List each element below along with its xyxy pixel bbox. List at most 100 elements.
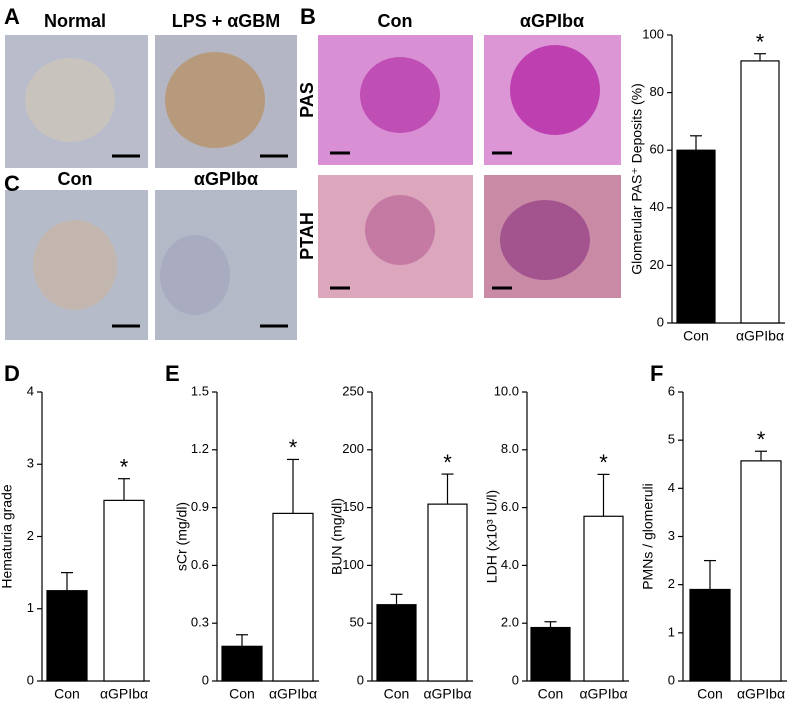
glomerulus — [510, 45, 600, 135]
micrographs — [5, 35, 621, 340]
y-axis-label: Glomerular PAS⁺ Deposits (%) — [629, 83, 645, 275]
x-tick-label: αGPIbα — [423, 686, 471, 702]
image-title: Con — [378, 11, 413, 31]
y-tick-label: 6.0 — [501, 499, 519, 514]
y-tick-label: 4 — [27, 383, 34, 398]
y-axis-label: PMNs / glomeruli — [640, 483, 656, 590]
bar-chart: 0 1 2 3 4 5 6 PMNs / glomeruli Con αGPIbα * — [640, 383, 787, 702]
significance-marker: * — [289, 435, 298, 460]
y-axis-label: LDH (x10³ IU/l) — [484, 490, 500, 583]
y-tick-label: 1.2 — [191, 441, 209, 456]
y-tick-label: 60 — [650, 142, 664, 157]
image-title: Normal — [44, 11, 106, 31]
y-tick-label: 1 — [668, 624, 675, 639]
panel-label: B — [300, 4, 316, 29]
image-title: αGPIbα — [194, 169, 258, 189]
y-tick-label: 0 — [202, 672, 209, 687]
bar-chart: 0 20 40 60 80 100 Glomerular PAS⁺ Deposits (%)… — [629, 26, 785, 344]
y-tick-label: 2.0 — [501, 615, 519, 630]
y-tick-label: 40 — [650, 199, 664, 214]
y-axis-label: BUN (mg/dl) — [329, 498, 345, 575]
y-tick-label: 1.5 — [191, 383, 209, 398]
bar-chart: 0 2.0 4.0 6.0 8.0 10.0 LDH (x10³ IU/l) Con αGPIb… — [484, 383, 629, 702]
image-title: αGPIbα — [520, 11, 584, 31]
y-tick-label: 0 — [512, 672, 519, 687]
y-tick-label: 8.0 — [501, 441, 519, 456]
bar — [46, 590, 88, 682]
glomerulus — [500, 200, 590, 280]
y-tick-label: 50 — [350, 615, 364, 630]
x-tick-label: Con — [384, 686, 410, 702]
x-tick-label: αGPIbα — [100, 686, 148, 702]
glomerulus — [25, 58, 115, 142]
x-tick-label: αGPIbα — [737, 686, 785, 702]
glomerulus — [360, 57, 440, 133]
y-tick-label: 6 — [668, 383, 675, 398]
y-tick-label: 3 — [27, 456, 34, 471]
bar — [740, 60, 780, 324]
bar — [530, 626, 571, 682]
y-tick-label: 0 — [657, 314, 664, 329]
bar — [376, 604, 417, 682]
y-tick-label: 5 — [668, 432, 675, 447]
significance-marker: * — [757, 427, 766, 452]
bar-chart: 0 50 100 150 200 250 BUN (mg/dl) Con αGPIbα * — [329, 383, 473, 702]
y-tick-label: 2 — [668, 576, 675, 591]
y-tick-label: 1 — [27, 600, 34, 615]
scale-bars — [112, 151, 512, 328]
y-tick-label: 4 — [668, 480, 675, 495]
y-tick-label: 0.9 — [191, 499, 209, 514]
significance-marker: * — [120, 455, 129, 480]
y-tick-label: 150 — [342, 499, 364, 514]
image-row-title: PAS — [297, 82, 317, 118]
y-tick-label: 10.0 — [494, 383, 519, 398]
bar — [740, 460, 782, 682]
bar-chart: 0 0.3 0.6 0.9 1.2 1.5 sCr (mg/dl) Con αGPIbα * — [174, 383, 319, 702]
bar — [427, 503, 468, 682]
y-axis-label: Hematuria grade — [0, 484, 15, 588]
y-tick-label: 0 — [357, 672, 364, 687]
image-row-title: PTAH — [297, 212, 317, 260]
bar — [272, 512, 314, 682]
y-tick-label: 0.3 — [191, 615, 209, 630]
panel-label: D — [4, 361, 20, 386]
bar — [583, 515, 624, 682]
x-tick-label: Con — [54, 686, 80, 702]
y-tick-label: 2 — [27, 528, 34, 543]
glomerulus — [165, 52, 265, 148]
x-tick-label: Con — [697, 686, 723, 702]
y-tick-label: 0 — [27, 672, 34, 687]
y-tick-label: 100 — [342, 557, 364, 572]
significance-marker: * — [599, 450, 608, 475]
y-tick-label: 0.6 — [191, 557, 209, 572]
x-tick-label: αGPIbα — [579, 686, 627, 702]
y-tick-label: 4.0 — [501, 557, 519, 572]
y-tick-label: 250 — [342, 383, 364, 398]
y-tick-label: 100 — [642, 26, 664, 41]
panel-label: C — [4, 171, 20, 196]
panel-label: F — [650, 361, 663, 386]
y-tick-label: 80 — [650, 84, 664, 99]
significance-marker: * — [443, 450, 452, 475]
glomerulus — [365, 195, 435, 265]
x-tick-label: Con — [538, 686, 564, 702]
bar-chart: 0 1 2 3 4 Hematuria grade Con αGPIbα * — [0, 383, 150, 702]
significance-marker: * — [756, 30, 765, 55]
image-title: LPS + αGBM — [172, 11, 281, 31]
bar — [221, 645, 263, 682]
y-tick-label: 0 — [668, 672, 675, 687]
glomerulus — [160, 235, 230, 315]
y-tick-label: 20 — [650, 257, 664, 272]
panel-label: E — [165, 361, 180, 386]
bar — [689, 588, 731, 682]
panel-label: A — [4, 4, 20, 29]
x-tick-label: αGPIbα — [269, 686, 317, 702]
x-tick-label: Con — [229, 686, 255, 702]
y-tick-label: 3 — [668, 528, 675, 543]
glomerulus — [33, 220, 117, 310]
image-title: Con — [58, 169, 93, 189]
bar — [676, 149, 716, 324]
x-tick-label: αGPIbα — [736, 328, 784, 344]
y-axis-label: sCr (mg/dl) — [174, 502, 190, 571]
